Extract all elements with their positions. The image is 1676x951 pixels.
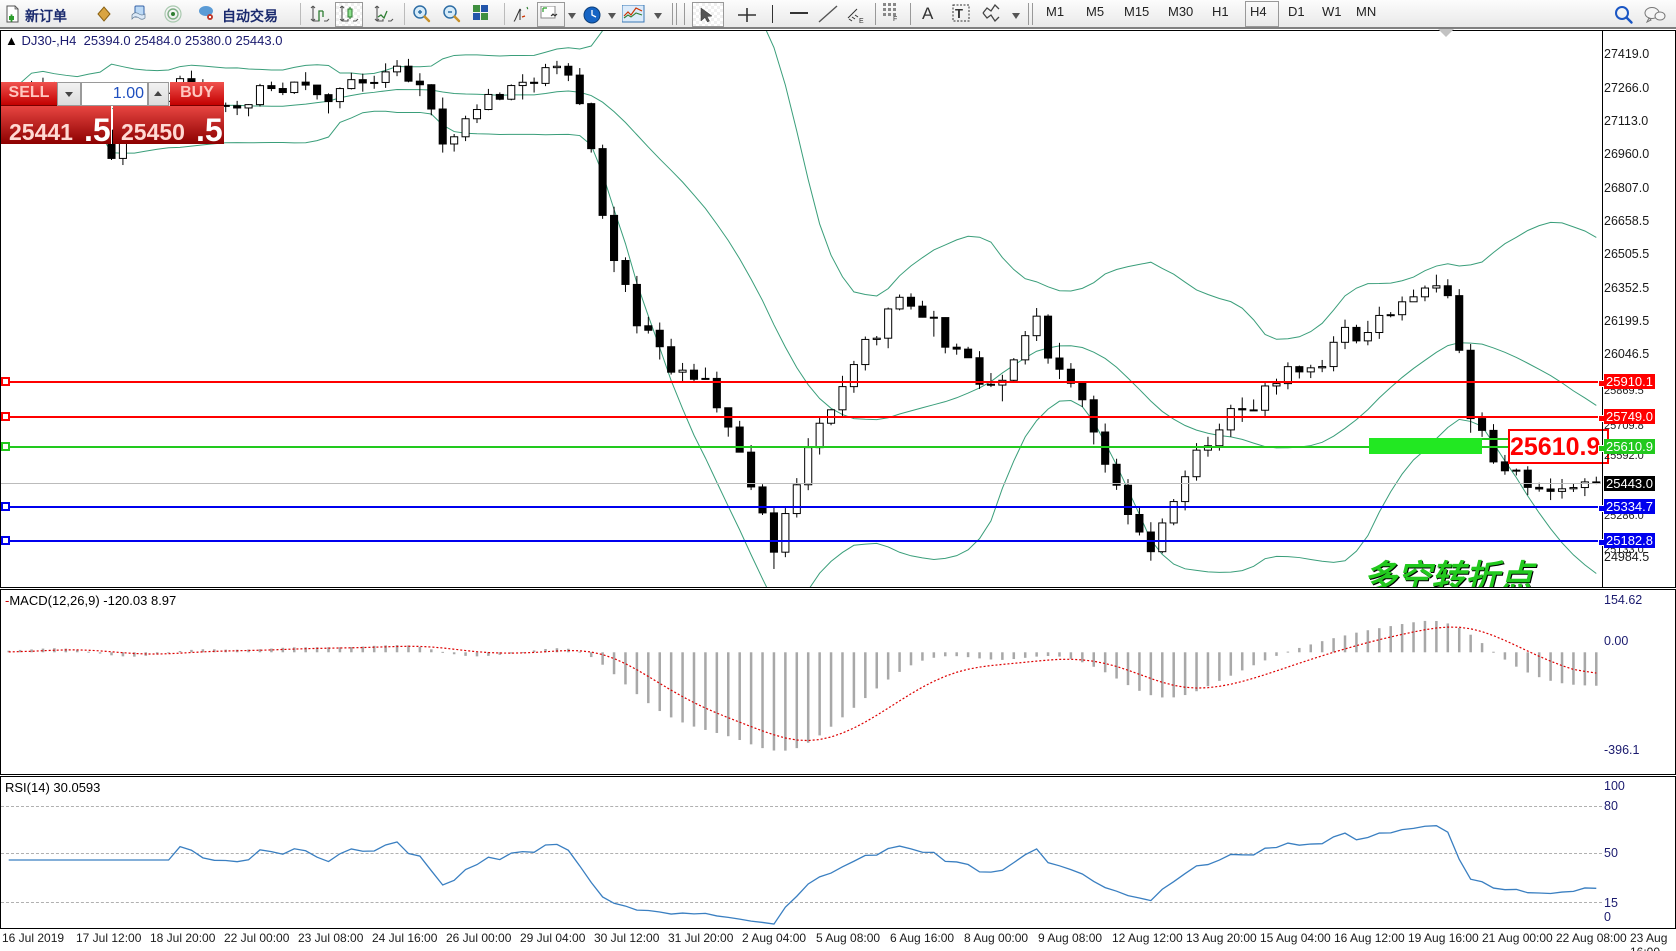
svg-text:T: T bbox=[955, 6, 963, 21]
svg-text:E: E bbox=[859, 18, 864, 24]
